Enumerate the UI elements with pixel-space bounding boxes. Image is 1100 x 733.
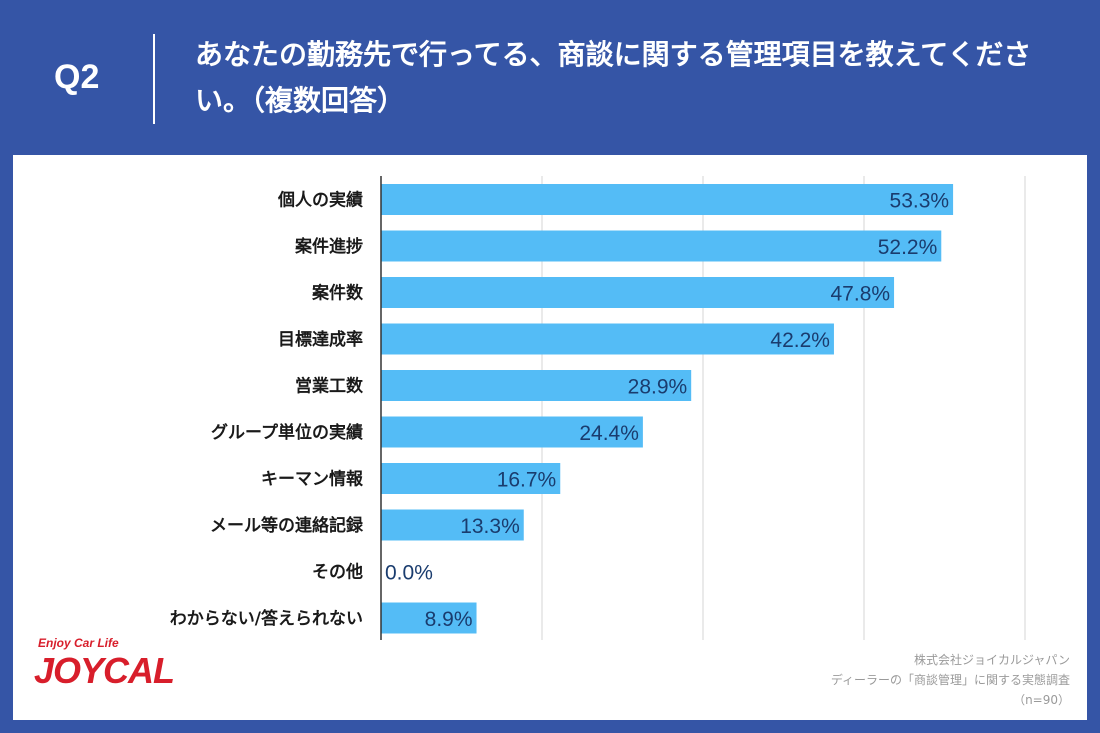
category-label: グループ単位の実績 xyxy=(211,422,363,443)
bar xyxy=(381,602,477,634)
bar xyxy=(381,509,524,541)
footer-company: 株式会社ジョイカルジャパン xyxy=(913,653,1070,667)
value-label: 24.4% xyxy=(579,422,639,445)
category-label: 目標達成率 xyxy=(278,329,363,350)
value-label: 13.3% xyxy=(460,515,520,538)
category-label: メール等の連絡記録 xyxy=(210,515,364,536)
bar xyxy=(381,277,895,308)
category-label: 個人の実績 xyxy=(277,190,363,211)
value-label: 0.0% xyxy=(385,562,433,585)
value-label: 28.9% xyxy=(628,376,688,399)
category-label: わからない/答えられない xyxy=(170,608,363,629)
joycal-logo: Enjoy Car Life JOYCAL xyxy=(28,636,208,700)
value-label: 52.2% xyxy=(878,236,938,259)
bar xyxy=(381,416,643,448)
category-label: 案件進捗 xyxy=(294,236,363,257)
header-divider xyxy=(153,34,155,124)
category-label: 営業工数 xyxy=(295,376,364,397)
category-label: その他 xyxy=(312,562,363,583)
bar xyxy=(381,463,561,494)
category-label: キーマン情報 xyxy=(261,469,364,490)
bar xyxy=(381,323,834,355)
bar xyxy=(381,370,692,401)
logo-name: JOYCAL xyxy=(34,650,175,691)
header: Q2 あなたの勤務先で行ってる、商談に関する管理項目を教えてください。（複数回答… xyxy=(0,0,1100,155)
question-number: Q2 xyxy=(54,58,100,96)
footer-note: 株式会社ジョイカルジャパン ディーラーの「商談管理」に関する実態調査 （n=90… xyxy=(831,650,1070,710)
logo-tagline: Enjoy Car Life xyxy=(38,636,119,650)
category-label: 案件数 xyxy=(311,283,364,304)
value-label: 47.8% xyxy=(831,283,891,306)
footer-sample-size: （n=90） xyxy=(1013,693,1070,707)
bar xyxy=(381,230,942,262)
value-label: 16.7% xyxy=(497,469,557,492)
value-label: 53.3% xyxy=(890,190,950,213)
footer-survey: ディーラーの「商談管理」に関する実態調査 xyxy=(830,673,1070,687)
value-label: 42.2% xyxy=(770,329,830,352)
value-label: 8.9% xyxy=(425,608,473,631)
bar xyxy=(381,184,954,215)
question-title: あなたの勤務先で行ってる、商談に関する管理項目を教えてください。（複数回答） xyxy=(195,38,1032,117)
